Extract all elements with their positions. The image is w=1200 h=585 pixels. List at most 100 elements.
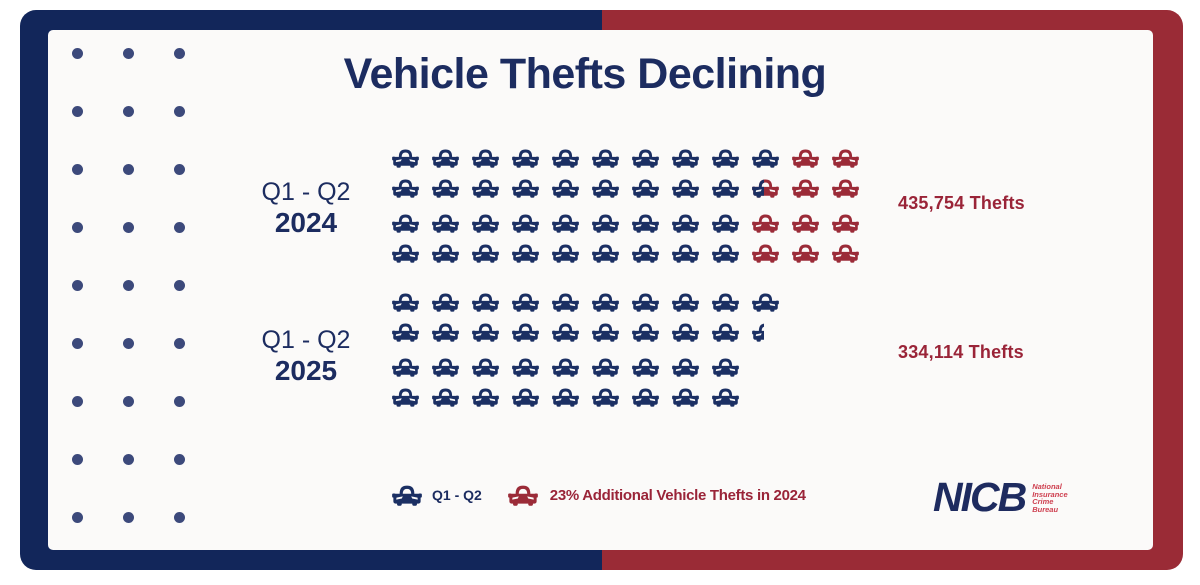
thefts-value-2024: 435,754 Thefts: [898, 193, 1025, 213]
pictograph-row: [392, 387, 779, 407]
legend-label-q1q2: Q1 - Q2: [432, 487, 482, 503]
decorative-dot: [174, 106, 185, 117]
decorative-dot: [72, 164, 83, 175]
decorative-dot: [123, 222, 134, 233]
car-icon-navy: [432, 178, 459, 198]
logo-sub-line: Crime: [1032, 497, 1054, 506]
period-label-2025: Q1 - Q2: [261, 326, 351, 354]
car-icon-navy: [552, 357, 579, 377]
car-icon-red: [832, 213, 859, 233]
decorative-dot: [72, 106, 83, 117]
decorative-dot: [174, 396, 185, 407]
pictograph-row: [392, 292, 779, 312]
pictograph-row: [392, 322, 779, 342]
logo-sub-line: National: [1032, 482, 1062, 491]
car-icon-navy: [632, 148, 659, 168]
car-icon-navy: [392, 148, 419, 168]
car-icon-partial-navy: [752, 322, 779, 342]
car-icon-navy: [592, 322, 619, 342]
decorative-dot: [123, 454, 134, 465]
legend: Q1 - Q2 23% Additional Vehicle Thefts in…: [392, 484, 806, 506]
car-icon-navy: [592, 357, 619, 377]
car-icon-navy: [592, 148, 619, 168]
car-icon-navy: [552, 213, 579, 233]
decorative-dot: [123, 280, 134, 291]
thefts-value-2025: 334,114 Thefts: [898, 342, 1024, 362]
car-icon-navy: [712, 148, 739, 168]
car-icon-navy: [672, 213, 699, 233]
car-icon-navy: [472, 387, 499, 407]
frame-border: [20, 10, 1183, 570]
decorative-dot: [72, 338, 83, 349]
pictograph-row: [392, 357, 779, 377]
car-icon-navy: [512, 292, 539, 312]
pictograph-row: [392, 243, 859, 263]
pictograph-row: [392, 213, 859, 233]
car-icon-navy: [432, 387, 459, 407]
car-icon-navy: [672, 178, 699, 198]
content-area: [48, 30, 1153, 550]
decorative-dot: [72, 280, 83, 291]
decorative-dot: [123, 396, 134, 407]
car-icon-navy: [552, 243, 579, 263]
decorative-dot: [174, 512, 185, 523]
car-icon-navy: [632, 243, 659, 263]
car-icon-red: [792, 148, 819, 168]
legend-label-additional-thefts: 23% Additional Vehicle Thefts in 2024: [549, 486, 806, 504]
logo-sub-line: Insurance: [1032, 489, 1068, 499]
car-icon-navy: [392, 292, 419, 312]
car-icon-navy: [552, 322, 579, 342]
car-icon-navy: [672, 292, 699, 312]
pictograph-row: [392, 178, 859, 198]
car-icon-navy: [552, 148, 579, 168]
car-icon-navy: [672, 387, 699, 407]
car-icon-navy: [592, 292, 619, 312]
car-icon-navy: [512, 148, 539, 168]
car-icon-navy: [392, 387, 419, 407]
car-icon-navy: [672, 243, 699, 263]
car-icon-red: [832, 148, 859, 168]
year-label-2024: 2024: [274, 207, 338, 238]
car-icon-navy: [512, 387, 539, 407]
car-icon-navy: [512, 213, 539, 233]
page-title: Vehicle Thefts Declining: [343, 50, 827, 98]
decorative-dot: [123, 164, 134, 175]
decorative-dot: [123, 48, 134, 59]
decorative-dot: [123, 512, 134, 523]
car-icon-navy: [512, 322, 539, 342]
car-icon-navy: [592, 213, 619, 233]
car-icon-navy: [392, 357, 419, 377]
year-label-2025: 2025: [274, 355, 338, 386]
car-icon-navy: [592, 243, 619, 263]
car-icon-navy: [712, 387, 739, 407]
car-icon-navy: [592, 387, 619, 407]
nicb-logo-subtext: National Insurance Crime Bureau: [1032, 481, 1067, 513]
decorative-dot: [174, 48, 185, 59]
car-icon-navy: [712, 292, 739, 312]
car-icon-navy: [632, 292, 659, 312]
car-icon-navy: [392, 213, 419, 233]
car-icon-navy: [472, 243, 499, 263]
car-icon-navy: [632, 322, 659, 342]
car-icon-navy: [392, 322, 419, 342]
dot-grid-decoration: [72, 48, 185, 523]
decorative-dot: [72, 222, 83, 233]
car-icon-navy: [552, 178, 579, 198]
decorative-dot: [174, 222, 185, 233]
car-icon-split-navy-red: [752, 178, 779, 198]
car-icon-navy: [712, 243, 739, 263]
car-icon-red: [752, 243, 779, 263]
pictograph-row: [392, 148, 859, 168]
logo-sub-line: Bureau: [1032, 504, 1059, 514]
car-icon-navy: [472, 148, 499, 168]
decorative-dot: [123, 106, 134, 117]
car-icon-navy: [672, 357, 699, 377]
car-icon-navy: [432, 243, 459, 263]
decorative-dot: [72, 454, 83, 465]
decorative-dot: [174, 338, 185, 349]
decorative-dot: [174, 164, 185, 175]
period-label-2024: Q1 - Q2: [261, 178, 351, 206]
car-icon-red: [792, 213, 819, 233]
decorative-dot: [174, 454, 185, 465]
